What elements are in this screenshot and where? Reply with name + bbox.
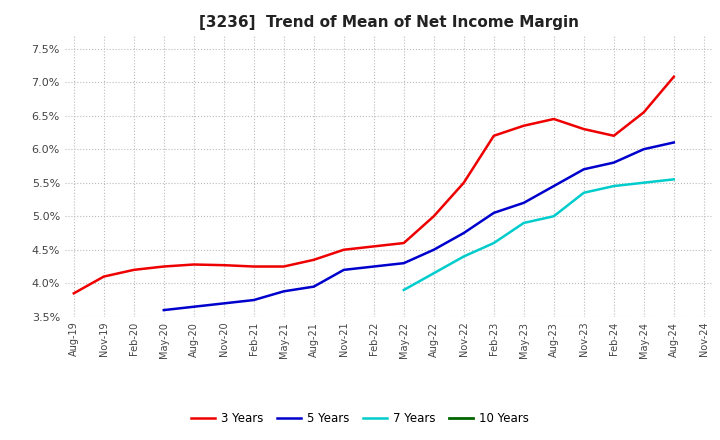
Title: [3236]  Trend of Mean of Net Income Margin: [3236] Trend of Mean of Net Income Margi… — [199, 15, 579, 30]
Legend: 3 Years, 5 Years, 7 Years, 10 Years: 3 Years, 5 Years, 7 Years, 10 Years — [186, 407, 534, 430]
